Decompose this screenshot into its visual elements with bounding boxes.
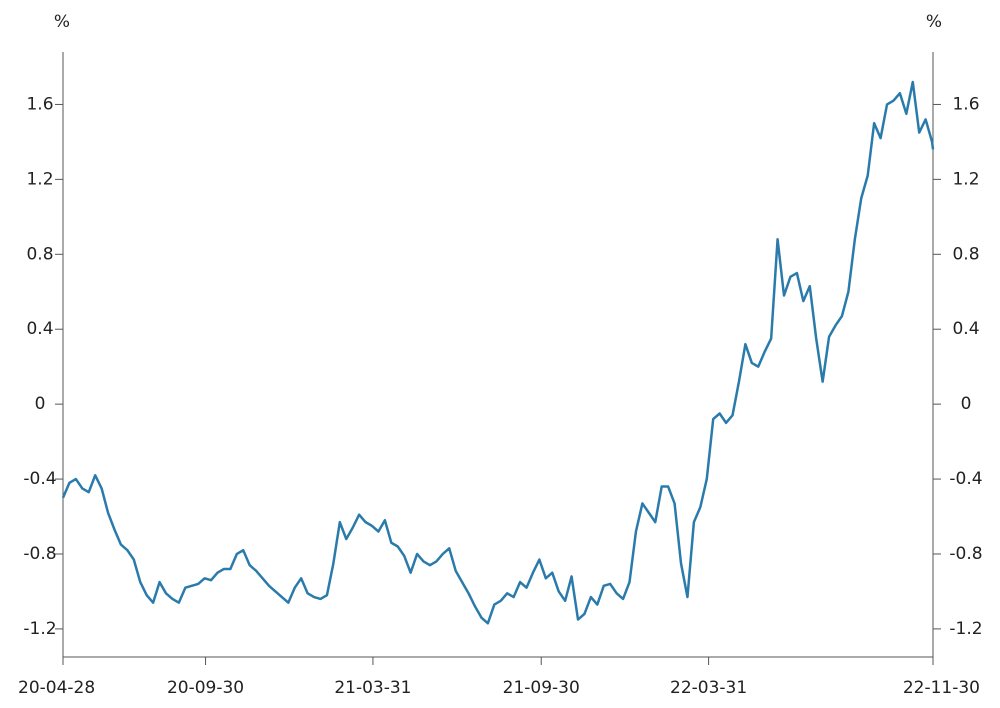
y-tick-label: 0.4 <box>26 319 53 339</box>
y-tick-label: -0.4 <box>23 469 56 489</box>
x-tick-label: 21-09-30 <box>503 678 580 698</box>
y2-tick-label: 0.4 <box>952 319 979 339</box>
data-line <box>61 80 935 625</box>
y-tick-label: 0 <box>35 394 46 414</box>
x-tick-label: 22-11-30 <box>903 678 980 698</box>
y2-tick-label: -1.2 <box>949 619 982 639</box>
y2-tick-label: -0.4 <box>949 469 982 489</box>
y2-tick-label: 0.8 <box>952 244 979 264</box>
y-tick-label: -1.2 <box>23 619 56 639</box>
y-tick-label: 0.8 <box>26 244 53 264</box>
y2-tick-label: 0 <box>961 394 972 414</box>
y-axis-unit: % <box>54 12 70 32</box>
x-tick-label: 21-03-31 <box>334 678 411 698</box>
x-tick-label: 20-04-28 <box>18 678 95 698</box>
x-tick-label: 20-09-30 <box>167 678 244 698</box>
y2-tick-label: 1.2 <box>952 169 979 189</box>
y-tick-label: 1.2 <box>26 169 53 189</box>
x-tick-label: 22-03-31 <box>670 678 747 698</box>
y-tick-label: -0.8 <box>23 544 56 564</box>
y2-tick-label: 1.6 <box>952 94 979 114</box>
y2-axis-unit: % <box>926 12 942 32</box>
y2-tick-label: -0.8 <box>949 544 982 564</box>
y-tick-label: 1.6 <box>26 94 53 114</box>
